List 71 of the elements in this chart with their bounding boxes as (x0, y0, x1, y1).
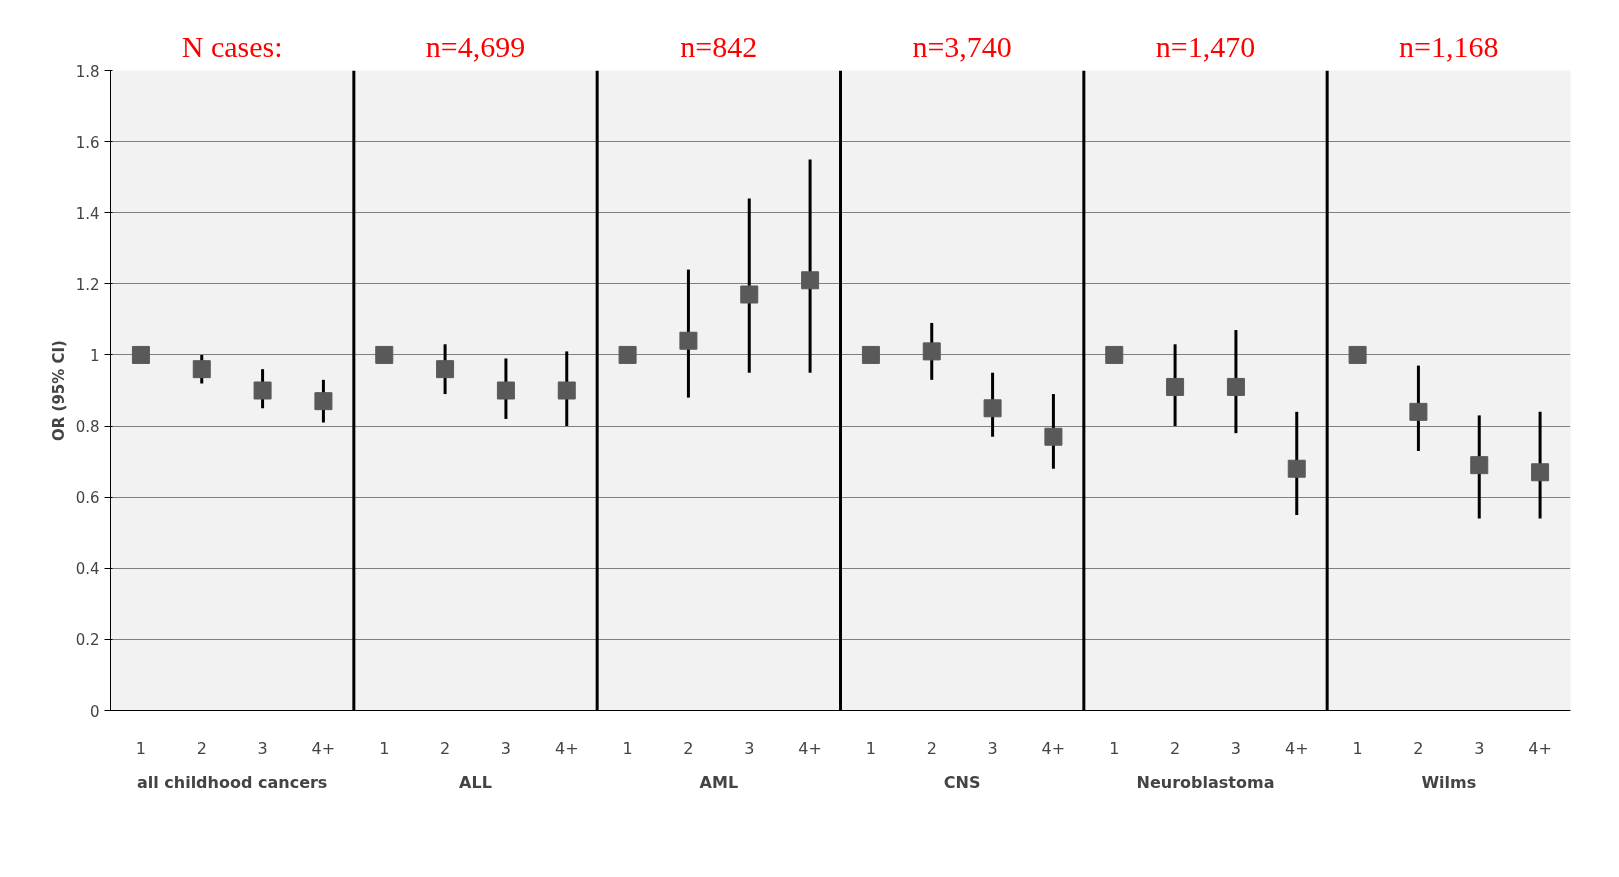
point (192, 360, 211, 379)
text: ALL (459, 772, 492, 792)
x-tick-label: 1 (1352, 738, 1363, 758)
point (496, 381, 515, 400)
point (1287, 459, 1306, 478)
x-tick-label: 2 (439, 738, 451, 758)
x-tick-label: 2 (1169, 738, 1181, 758)
point (679, 331, 698, 350)
point (1470, 456, 1489, 475)
point (1348, 345, 1367, 364)
y-tick-label: 0.8 (75, 418, 100, 437)
x-tick-label: 4+ (1284, 738, 1309, 758)
point (922, 342, 941, 361)
point (1105, 345, 1124, 364)
y-tick-label: 1.2 (75, 275, 100, 294)
x-tick-label: 3 (257, 738, 268, 758)
y-tick-label: 0.6 (75, 489, 100, 508)
point (1226, 377, 1245, 396)
text: all childhood cancers (136, 772, 328, 792)
point (1531, 463, 1550, 482)
point (1044, 427, 1063, 446)
x-tick-label: 3 (1474, 738, 1485, 758)
y-tick-label: 1.8 (75, 62, 100, 81)
x-tick-label: 2 (926, 738, 937, 758)
point (1409, 402, 1428, 421)
point (314, 392, 333, 411)
x-tick-label: 1 (379, 738, 390, 758)
y-tick-label: 0 (89, 702, 100, 721)
point (375, 345, 394, 364)
point (983, 399, 1002, 418)
x-tick-label: 2 (1413, 738, 1424, 758)
x-tick-label: 3 (744, 738, 755, 758)
text: n=1,168 (1399, 29, 1499, 63)
x-tick-label: 4+ (798, 738, 822, 758)
y-tick-label: 0.4 (75, 560, 100, 579)
x-tick-label: 4+ (311, 738, 336, 758)
x-tick-label: 4+ (1041, 738, 1066, 758)
y-tick-label: 1.6 (75, 133, 100, 152)
x-tick-label: 1 (865, 738, 877, 758)
point (1166, 377, 1185, 396)
text: AML (699, 772, 739, 792)
y-tick-label: 1 (89, 346, 100, 365)
x-tick-label: 3 (987, 738, 998, 758)
x-tick-label: 3 (1230, 738, 1242, 758)
text: n=1,470 (1155, 29, 1256, 63)
point (557, 381, 576, 400)
text: n=3,740 (912, 29, 1012, 63)
x-tick-label: 4+ (554, 738, 579, 758)
point (861, 345, 880, 364)
text: CNS (943, 772, 981, 792)
y-axis-title: OR (95% CI) (49, 340, 68, 441)
y-tick-label: 1.4 (75, 204, 100, 223)
y-tick-label: 0.2 (75, 631, 100, 650)
x-tick-label: 3 (500, 738, 512, 758)
x-tick-label: 1 (622, 738, 633, 758)
x-tick-label: 1 (135, 738, 147, 758)
x-tick-label: 2 (196, 738, 207, 758)
x-tick-label: 2 (683, 738, 694, 758)
point (740, 285, 759, 304)
point (436, 360, 455, 379)
point (131, 345, 150, 364)
text: n=4,699 (425, 29, 526, 63)
point (801, 271, 820, 290)
x-tick-label: 1 (1109, 738, 1120, 758)
x-tick-label: 4+ (1528, 738, 1552, 758)
point (253, 381, 272, 400)
text: n=842 (680, 29, 758, 63)
text: Neuroblastoma (1136, 772, 1275, 792)
text: Wilms (1421, 772, 1477, 792)
point (618, 345, 637, 364)
text: N cases: (181, 29, 283, 63)
